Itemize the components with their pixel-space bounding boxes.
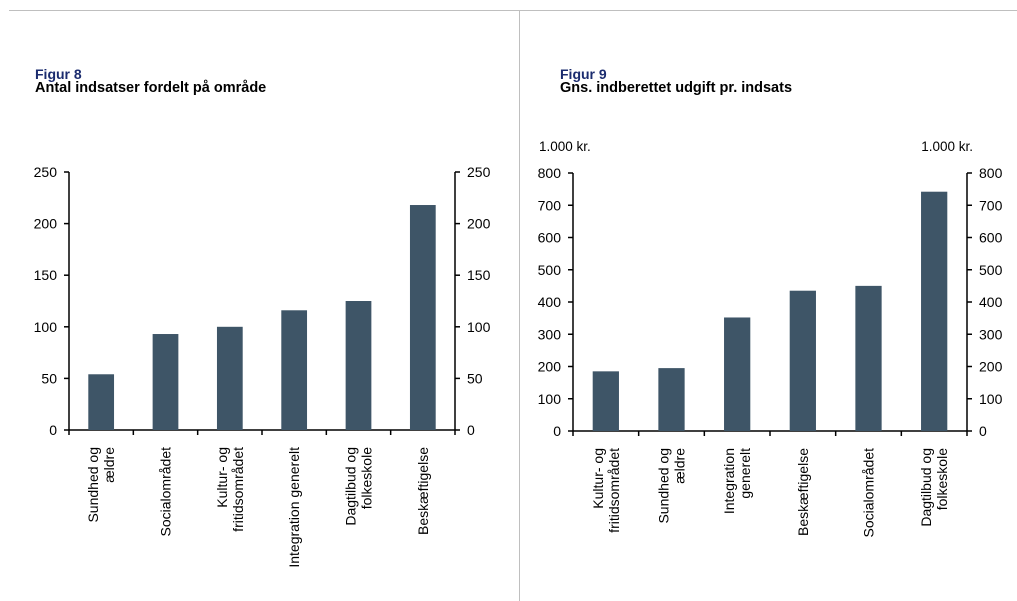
y-tick-label-left: 500 xyxy=(538,262,562,278)
x-tick-label-line: folkeskole xyxy=(359,447,375,509)
y-tick-label-right: 100 xyxy=(979,391,1003,407)
figure-8-title: Antal indsatser fordelt på område xyxy=(35,80,267,96)
x-tick-label: Integration generelt xyxy=(286,447,302,568)
bar xyxy=(281,310,308,430)
bar xyxy=(409,205,436,430)
x-tick-label-line: fritidsområdet xyxy=(606,448,622,533)
panel-divider xyxy=(519,10,520,601)
y-tick-label-left: 600 xyxy=(538,230,562,246)
x-tick-label: Dagtilbud ogfolkeskole xyxy=(343,447,375,526)
y-tick-label-right: 500 xyxy=(979,262,1003,278)
y-tick-label-left: 200 xyxy=(34,216,58,232)
y-tick-label-right: 250 xyxy=(467,164,491,180)
x-tick-label: Kultur- ogfritidsområdet xyxy=(590,448,622,533)
x-tick-label-line: Kultur- og xyxy=(214,447,230,508)
bar xyxy=(152,334,179,430)
bar xyxy=(724,317,751,431)
x-tick-label: Beskæftigelse xyxy=(795,448,811,536)
x-tick-label: Sundhed ogældre xyxy=(656,448,688,524)
y-tick-label-left: 50 xyxy=(41,370,57,386)
top-divider xyxy=(9,10,1017,11)
y-tick-label-left: 0 xyxy=(553,423,561,439)
x-tick-label: Sundhed ogældre xyxy=(85,447,117,523)
y-tick-label-right: 300 xyxy=(979,326,1003,342)
x-tick-label-line: generelt xyxy=(737,448,753,499)
y-tick-label-left: 100 xyxy=(538,391,562,407)
y-tick-label-left: 250 xyxy=(34,164,58,180)
y-tick-label-right: 0 xyxy=(979,423,987,439)
y-tick-label-right: 200 xyxy=(467,216,491,232)
y-tick-label-right: 100 xyxy=(467,319,491,335)
y-tick-label-right: 800 xyxy=(979,165,1003,181)
x-tick-label: Beskæftigelse xyxy=(415,447,431,535)
x-tick-label-line: Sundhed og xyxy=(85,447,101,523)
bar xyxy=(789,290,816,431)
x-tick-label-line: ældre xyxy=(672,448,688,484)
y-tick-label-left: 700 xyxy=(538,197,562,213)
x-tick-label: Kultur- ogfritidsområdet xyxy=(214,447,246,532)
bar xyxy=(921,191,948,431)
y-tick-label-right: 400 xyxy=(979,294,1003,310)
figure-8-label: Figur 8 xyxy=(35,66,82,82)
y-unit-label-right: 1.000 kr. xyxy=(921,139,973,154)
y-tick-label-left: 0 xyxy=(49,422,57,438)
y-tick-label-right: 200 xyxy=(979,359,1003,375)
x-tick-label-line: fritidsområdet xyxy=(230,447,246,532)
y-tick-label-left: 300 xyxy=(538,326,562,342)
y-tick-label-right: 150 xyxy=(467,267,491,283)
bar xyxy=(855,285,882,431)
x-tick-label-line: folkeskole xyxy=(934,448,950,510)
bar xyxy=(345,301,372,430)
chart-1: 0 0 50 50 100 100 150 150 200 200 250 250 Sundhed og… xyxy=(34,164,491,568)
bar xyxy=(88,374,115,430)
bar xyxy=(658,368,685,431)
bar xyxy=(216,326,243,430)
y-tick-label-right: 0 xyxy=(467,422,475,438)
y-tick-label-right: 700 xyxy=(979,197,1003,213)
bar xyxy=(592,371,619,431)
x-tick-label: Socialområdet xyxy=(158,447,174,537)
y-unit-label-left: 1.000 kr. xyxy=(539,139,591,154)
y-tick-label-left: 200 xyxy=(538,359,562,375)
x-tick-label-line: Socialområdet xyxy=(861,448,877,538)
x-tick-label-line: Dagtilbud og xyxy=(343,447,359,526)
x-tick-label-line: Kultur- og xyxy=(590,448,606,509)
y-tick-label-left: 400 xyxy=(538,294,562,310)
x-tick-label-line: Sundhed og xyxy=(656,448,672,524)
x-tick-label-line: Integration generelt xyxy=(286,447,302,568)
x-tick-label: Socialområdet xyxy=(861,448,877,538)
figure-9-title: Gns. indberettet udgift pr. indsats xyxy=(560,80,793,96)
y-tick-label-left: 150 xyxy=(34,267,58,283)
x-tick-label-line: Socialområdet xyxy=(158,447,174,537)
y-tick-label-left: 800 xyxy=(538,165,562,181)
chart-2: 1.000 kr. 1.000 kr. 0 0 100 100 200 200 300 300 40… xyxy=(538,139,1003,538)
y-tick-label-right: 50 xyxy=(467,370,483,386)
x-tick-label-line: Beskæftigelse xyxy=(795,448,811,536)
x-tick-label-line: Beskæftigelse xyxy=(415,447,431,535)
figure-9-label: Figur 9 xyxy=(560,66,607,82)
x-tick-label: Integrationgenerelt xyxy=(721,448,753,514)
x-tick-label: Dagtilbud ogfolkeskole xyxy=(918,448,950,527)
x-tick-label-line: Dagtilbud og xyxy=(918,448,934,527)
x-tick-label-line: Integration xyxy=(721,448,737,514)
y-tick-label-left: 100 xyxy=(34,319,58,335)
x-tick-label-line: ældre xyxy=(101,447,117,483)
y-tick-label-right: 600 xyxy=(979,230,1003,246)
